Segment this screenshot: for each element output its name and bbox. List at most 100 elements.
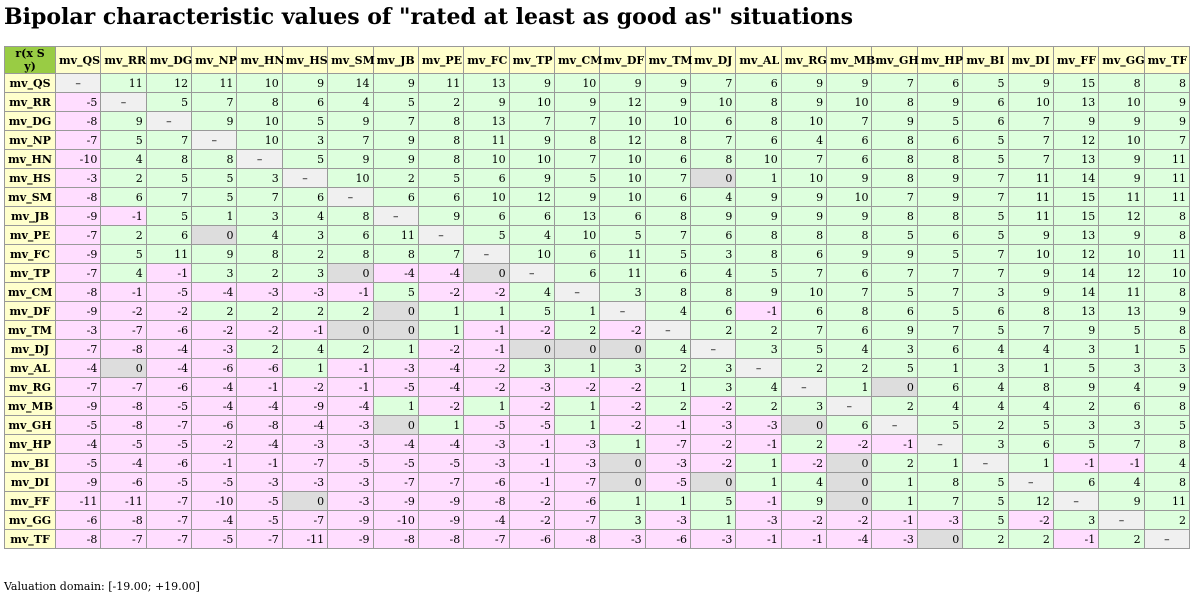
value-cell: 2 (644, 358, 692, 378)
value-cell: 10 (236, 130, 283, 150)
value-cell: 5 (553, 168, 601, 188)
value-cell: 4 (508, 282, 555, 302)
value-cell: -9 (54, 301, 102, 321)
value-cell: -2 (599, 396, 646, 416)
value-cell: -10 (54, 149, 102, 169)
value-cell: 15 (1052, 187, 1100, 207)
table-row: mv_BI -5 -4 -6 -1 -1 -7 -5 -5 -5 -3 -1 -3 0 -3 -2 1 -2 0 2 1… (4, 453, 1191, 473)
value-cell: 13 (463, 111, 510, 131)
table-row: mv_HS -3 2 5 5 3–10 2 5 6 9 5 10 7 0 1 10 9 8 9 7 11 14 9 11 (4, 168, 1191, 188)
value-cell: -4 (236, 434, 283, 454)
value-cell: 7 (780, 320, 828, 340)
value-cell: -3 (327, 434, 374, 454)
value-cell: 1 (735, 168, 782, 188)
value-cell: -4 (327, 396, 374, 416)
value-cell: 11 (1098, 187, 1145, 207)
value-cell: 3 (962, 282, 1009, 302)
value-cell: -6 (145, 320, 193, 340)
value-cell: 0 (553, 339, 601, 359)
value-cell: 7 (644, 168, 692, 188)
value-cell: 0 (372, 415, 419, 435)
table-row: mv_RR -5–5 7 8 6 4 5 2 9 10 9 12 9 10 8 9 10 8 9 6 10 13 10 9 (4, 92, 1191, 112)
column-header: mv_FC (463, 46, 510, 74)
value-cell: -5 (327, 453, 374, 473)
value-cell: -7 (54, 263, 102, 283)
value-cell: 4 (962, 339, 1009, 359)
value-cell: 4 (281, 206, 329, 226)
value-cell: -4 (417, 358, 465, 378)
value-cell: 12 (508, 187, 555, 207)
value-cell: 8 (236, 92, 283, 112)
value-cell: 7 (871, 263, 918, 283)
value-cell: 8 (1007, 377, 1054, 397)
value-cell: 7 (826, 111, 873, 131)
value-cell: -6 (236, 358, 283, 378)
row-header: mv_BI (4, 453, 56, 473)
value-cell: 8 (1143, 396, 1191, 416)
row-header: mv_DI (4, 472, 56, 492)
value-cell: 9 (508, 168, 555, 188)
value-cell: -2 (780, 510, 828, 530)
value-cell: -4 (191, 396, 238, 416)
value-cell: 1 (916, 358, 964, 378)
value-cell: 9 (916, 168, 964, 188)
value-cell: -8 (417, 529, 465, 549)
value-cell: -7 (281, 453, 329, 473)
value-cell: 13 (463, 73, 510, 93)
value-cell: 2 (826, 358, 873, 378)
value-cell: 9 (735, 206, 782, 226)
value-cell: 9 (599, 73, 646, 93)
value-cell: 5 (1098, 320, 1145, 340)
value-cell: -8 (100, 339, 147, 359)
column-header: mv_DJ (690, 46, 737, 74)
value-cell: 12 (1007, 491, 1054, 511)
value-cell: -2 (508, 491, 555, 511)
value-cell: 8 (871, 92, 918, 112)
value-cell: 9 (553, 92, 601, 112)
column-header: mv_TF (1143, 46, 1191, 74)
value-cell: 0 (327, 320, 374, 340)
value-cell: 3 (508, 358, 555, 378)
value-cell: 7 (916, 263, 964, 283)
value-cell: 7 (871, 187, 918, 207)
value-cell: -4 (145, 339, 193, 359)
value-cell: 14 (327, 73, 374, 93)
value-cell: 1 (599, 491, 646, 511)
value-cell: -3 (690, 415, 737, 435)
value-cell: -5 (417, 453, 465, 473)
value-cell: 3 (599, 510, 646, 530)
value-cell: – (1098, 510, 1145, 530)
value-cell: -1 (327, 358, 374, 378)
value-cell: – (236, 149, 283, 169)
value-cell: 3 (690, 244, 737, 264)
value-cell: -1 (735, 491, 782, 511)
value-cell: 7 (690, 130, 737, 150)
value-cell: -5 (54, 415, 102, 435)
value-cell: -6 (191, 415, 238, 435)
valuation-table: r(x S y) mv_QS mv_RR mv_DG mv_NP mv_HN mv_HS mv… (4, 46, 1191, 549)
value-cell: 12 (1098, 206, 1145, 226)
value-cell: -7 (100, 377, 147, 397)
value-cell: -3 (553, 453, 601, 473)
column-header: mv_DI (1007, 46, 1054, 74)
value-cell: -11 (100, 491, 147, 511)
value-cell: 0 (372, 301, 419, 321)
value-cell: 9 (1143, 377, 1191, 397)
value-cell: 1 (871, 472, 918, 492)
value-cell: 6 (916, 339, 964, 359)
value-cell: 8 (1143, 282, 1191, 302)
value-cell: 3 (281, 263, 329, 283)
value-cell: -5 (644, 472, 692, 492)
row-header: mv_RG (4, 377, 56, 397)
value-cell: – (871, 415, 918, 435)
value-cell: -3 (191, 339, 238, 359)
value-cell: -7 (145, 491, 193, 511)
row-header: mv_DF (4, 301, 56, 321)
value-cell: 8 (871, 206, 918, 226)
value-cell: 9 (871, 244, 918, 264)
value-cell: 1 (553, 301, 601, 321)
value-cell: 9 (508, 130, 555, 150)
value-cell: 7 (780, 263, 828, 283)
value-cell: 12 (1052, 244, 1100, 264)
value-cell: -3 (463, 453, 510, 473)
